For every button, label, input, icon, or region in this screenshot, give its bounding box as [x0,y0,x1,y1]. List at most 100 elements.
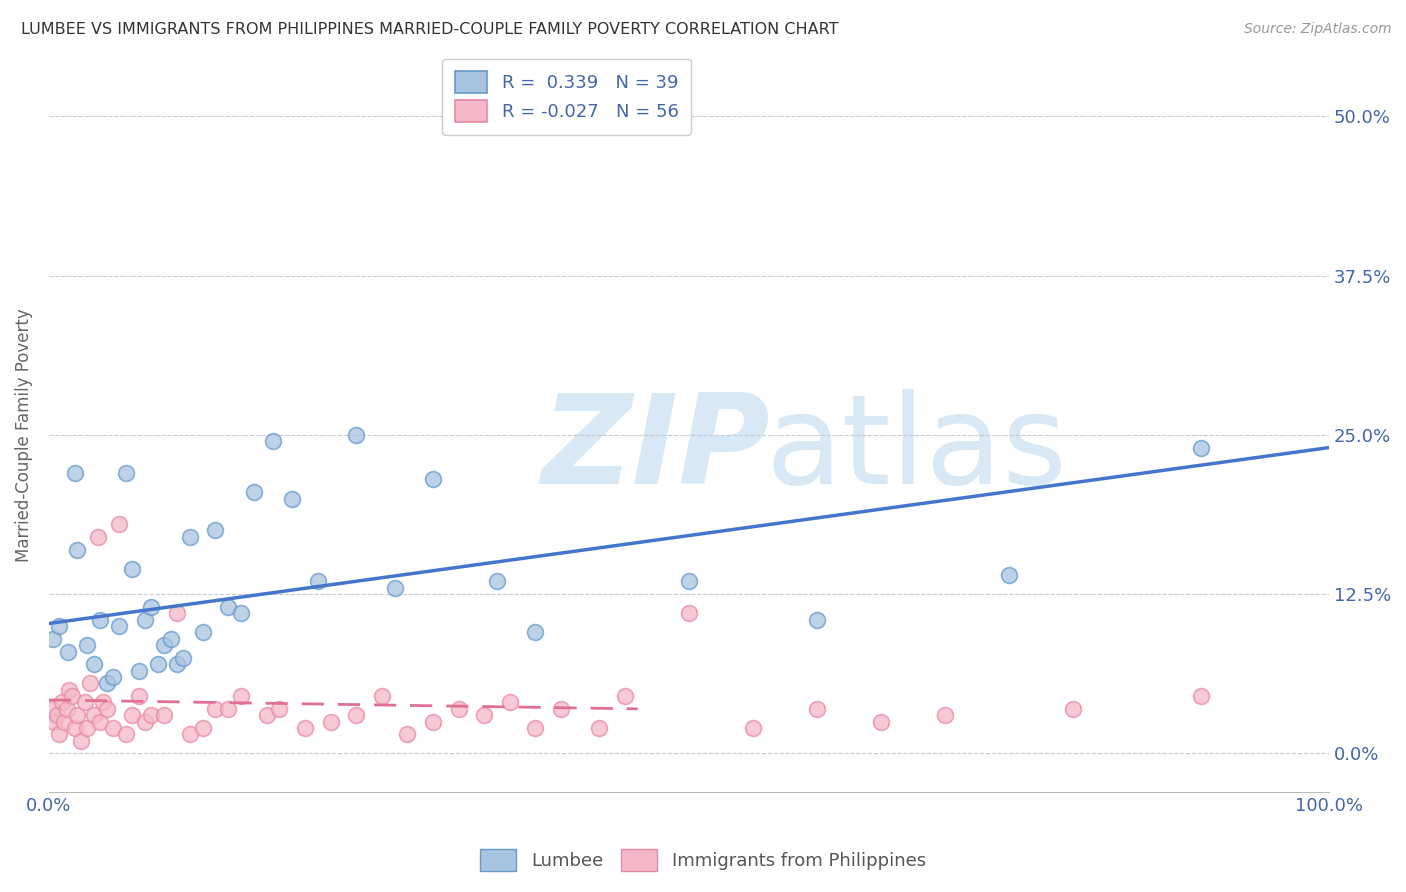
Point [678,607,700,621]
Point [63,466,86,480]
Point [58,682,80,697]
Point [48,619,70,633]
Point [588,721,610,735]
Point [806,613,828,627]
Point [256,708,278,723]
Point [134,714,156,729]
Point [141,599,163,614]
Point [159,632,181,646]
Point [153,708,176,723]
Point [79,676,101,690]
Point [396,727,419,741]
Point [422,714,444,729]
Point [1062,702,1084,716]
Point [204,702,226,716]
Point [48,727,70,741]
Text: ZIP: ZIP [541,389,770,509]
Point [141,708,163,723]
Point [91,696,114,710]
Point [41,702,63,716]
Point [42,632,65,646]
Point [307,574,329,589]
Point [384,581,406,595]
Text: atlas: atlas [766,389,1067,509]
Point [128,689,150,703]
Point [172,651,194,665]
Text: LUMBEE VS IMMIGRANTS FROM PHILIPPINES MARRIED-COUPLE FAMILY POVERTY CORRELATION : LUMBEE VS IMMIGRANTS FROM PHILIPPINES MA… [21,22,838,37]
Point [108,517,131,532]
Point [89,714,111,729]
Point [370,689,392,703]
Point [166,657,188,672]
Point [191,721,214,735]
Point [96,702,118,716]
Point [1189,689,1212,703]
Point [613,689,636,703]
Point [262,434,284,449]
Point [73,696,96,710]
Point [319,714,342,729]
Point [242,485,264,500]
Point [524,625,547,640]
Point [166,607,188,621]
Point [472,708,495,723]
Point [121,708,143,723]
Point [128,664,150,678]
Point [281,491,304,506]
Point [45,708,67,723]
Point [485,574,508,589]
Point [294,721,316,735]
Point [678,574,700,589]
Point [134,613,156,627]
Point [934,708,956,723]
Point [146,657,169,672]
Point [56,702,79,716]
Point [869,714,891,729]
Point [741,721,763,735]
Point [89,613,111,627]
Point [1189,441,1212,455]
Point [83,708,105,723]
Point [42,714,65,729]
Point [550,702,572,716]
Text: Source: ZipAtlas.com: Source: ZipAtlas.com [1244,22,1392,37]
Point [86,530,108,544]
Point [422,473,444,487]
Point [229,607,252,621]
Point [344,708,367,723]
Point [806,702,828,716]
Point [63,721,86,735]
Legend: R =  0.339   N = 39, R = -0.027   N = 56: R = 0.339 N = 39, R = -0.027 N = 56 [441,59,690,135]
Point [179,727,201,741]
Point [76,721,98,735]
Point [179,530,201,544]
Point [60,689,83,703]
Point [191,625,214,640]
Point [998,568,1021,582]
Point [114,727,136,741]
Point [121,562,143,576]
Point [114,466,136,480]
Legend: Lumbee, Immigrants from Philippines: Lumbee, Immigrants from Philippines [472,842,934,879]
Point [229,689,252,703]
Point [269,702,291,716]
Point [96,676,118,690]
Point [217,599,239,614]
Point [108,619,131,633]
Point [447,702,470,716]
Point [66,542,89,557]
Point [56,644,79,658]
Point [66,708,89,723]
Point [76,638,98,652]
Point [51,696,73,710]
Point [344,428,367,442]
Y-axis label: Married-Couple Family Poverty: Married-Couple Family Poverty [15,308,32,562]
Point [499,696,522,710]
Point [524,721,547,735]
Point [83,657,105,672]
Point [101,721,124,735]
Point [70,733,93,747]
Point [153,638,176,652]
Point [217,702,239,716]
Point [101,670,124,684]
